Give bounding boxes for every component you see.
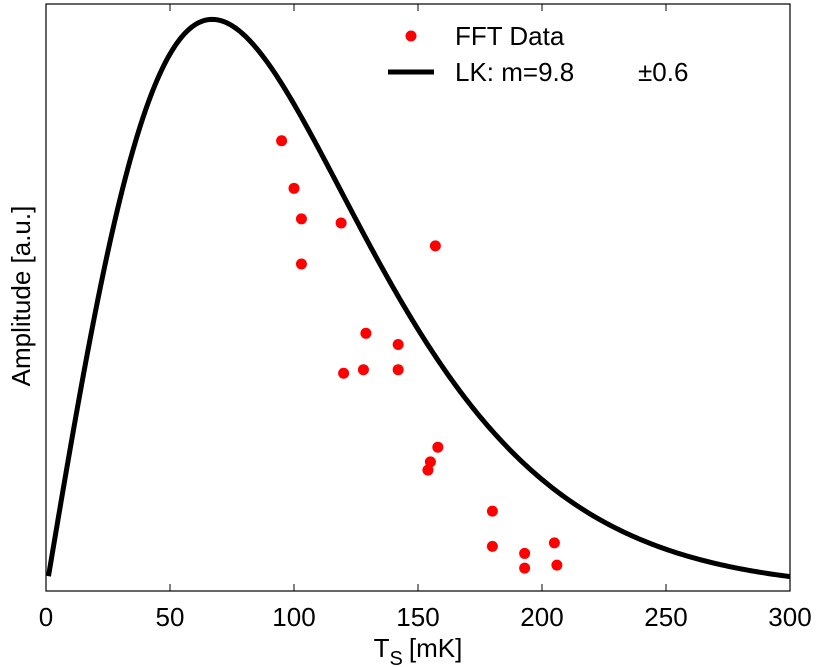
plot-frame	[45, 3, 791, 592]
fft-data-point	[519, 562, 531, 574]
x-axis-label-main: T	[374, 633, 390, 663]
legend-fft-marker	[405, 30, 417, 42]
fft-data-point	[276, 135, 288, 147]
fft-data-point	[432, 441, 444, 453]
fft-data-point	[486, 505, 498, 517]
fft-data-point	[548, 537, 560, 549]
x-tick-label: 250	[644, 602, 687, 632]
x-tick-label: 100	[272, 602, 315, 632]
x-axis-label-subscript: S	[390, 648, 403, 667]
fft-data-point	[357, 364, 369, 376]
fft-data-point	[295, 258, 307, 270]
x-tick-label: 0	[39, 602, 53, 632]
fft-data-point	[486, 540, 498, 552]
fft-data-point	[288, 182, 300, 194]
lk-fit-line	[46, 16, 791, 580]
fft-data-point	[551, 559, 563, 571]
fft-data-point	[295, 213, 307, 225]
legend-lk-error: ±0.6	[638, 57, 688, 87]
fft-data-point	[392, 338, 404, 350]
fft-data-point	[519, 547, 531, 559]
x-axis-label: TS [mK]	[374, 633, 463, 667]
x-axis-ticks: 0 50 100 150 200 250 300	[39, 4, 812, 632]
x-tick-label: 300	[768, 602, 811, 632]
fft-data-point	[335, 217, 347, 229]
x-tick-label: 200	[520, 602, 563, 632]
legend: FFT Data LK: m=9.8 ±0.6	[388, 21, 688, 87]
x-tick-label: 150	[396, 602, 439, 632]
fft-data-point	[360, 327, 372, 339]
x-axis-label-unit: [mK]	[409, 633, 462, 663]
fft-data-point	[392, 364, 404, 376]
y-axis-label: Amplitude [a.u.]	[6, 206, 36, 387]
fft-data-point	[429, 240, 441, 252]
fft-data-point	[338, 367, 350, 379]
x-tick-label: 50	[156, 602, 185, 632]
lk-fit-layer	[46, 16, 791, 580]
fft-data-point	[422, 464, 434, 476]
legend-lk-label: LK: m=9.8	[455, 57, 574, 87]
legend-fft-label: FFT Data	[455, 21, 565, 51]
fft-data-layer	[276, 135, 563, 574]
